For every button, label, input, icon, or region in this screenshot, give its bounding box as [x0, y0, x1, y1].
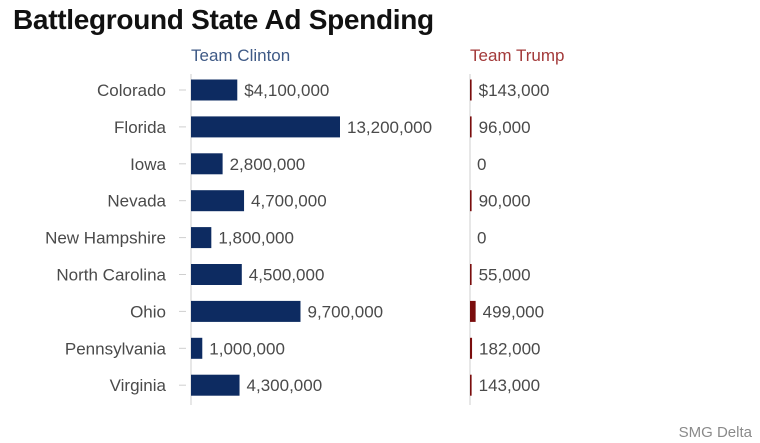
- trump-bar-colorado: [470, 79, 472, 101]
- clinton-value-label-north-carolina: 4,500,000: [249, 266, 325, 285]
- clinton-bar-new-hampshire: [191, 227, 212, 249]
- clinton-value-label-ohio: 9,700,000: [307, 302, 383, 321]
- clinton-bar-iowa: [191, 153, 223, 175]
- clinton-value-label-colorado: $4,100,000: [244, 81, 329, 100]
- clinton-bar-north-carolina: [191, 264, 242, 285]
- trump-value-label-iowa: 0: [477, 155, 486, 174]
- category-label-virginia: Virginia: [110, 376, 167, 395]
- clinton-value-label-florida: 13,200,000: [347, 118, 432, 137]
- clinton-value-label-nevada: 4,700,000: [251, 192, 327, 211]
- clinton-series-header: Team Clinton: [191, 46, 290, 65]
- trump-bar-ohio: [470, 300, 476, 322]
- clinton-value-label-iowa: 2,800,000: [230, 155, 306, 174]
- trump-value-label-new-hampshire: 0: [477, 229, 486, 248]
- clinton-bar-colorado: [191, 79, 238, 101]
- clinton-bar-virginia: [191, 374, 240, 396]
- trump-value-label-virginia: 143,000: [479, 376, 540, 395]
- clinton-bar-florida: [191, 116, 340, 138]
- trump-value-label-pennsylvania: 182,000: [479, 339, 540, 358]
- trump-bar-florida: [470, 116, 472, 138]
- trump-bar-nevada: [470, 190, 472, 212]
- trump-series-header: Team Trump: [470, 46, 564, 65]
- category-label-iowa: Iowa: [130, 155, 166, 174]
- source-credit: SMG Delta: [678, 424, 752, 441]
- category-label-nevada: Nevada: [107, 192, 166, 211]
- clinton-value-label-pennsylvania: 1,000,000: [209, 339, 285, 358]
- category-label-pennsylvania: Pennsylvania: [65, 339, 167, 358]
- trump-bar-pennsylvania: [470, 337, 473, 359]
- category-label-colorado: Colorado: [97, 81, 166, 100]
- clinton-value-label-virginia: 4,300,000: [247, 376, 323, 395]
- clinton-value-label-new-hampshire: 1,800,000: [218, 229, 294, 248]
- clinton-bar-pennsylvania: [191, 337, 203, 359]
- trump-bar-virginia: [470, 374, 472, 396]
- category-label-florida: Florida: [114, 118, 167, 137]
- clinton-bar-nevada: [191, 190, 245, 212]
- chart-title: Battleground State Ad Spending: [13, 4, 434, 35]
- trump-value-label-ohio: 499,000: [483, 302, 544, 321]
- clinton-bar-ohio: [191, 300, 301, 322]
- category-label-ohio: Ohio: [130, 302, 166, 321]
- trump-value-label-colorado: $143,000: [479, 81, 550, 100]
- trump-bar-north-carolina: [470, 264, 472, 285]
- category-label-new-hampshire: New Hampshire: [45, 229, 166, 248]
- trump-value-label-nevada: 90,000: [479, 192, 531, 211]
- trump-value-label-north-carolina: 55,000: [479, 266, 531, 285]
- category-label-north-carolina: North Carolina: [56, 266, 166, 285]
- trump-value-label-florida: 96,000: [479, 118, 531, 137]
